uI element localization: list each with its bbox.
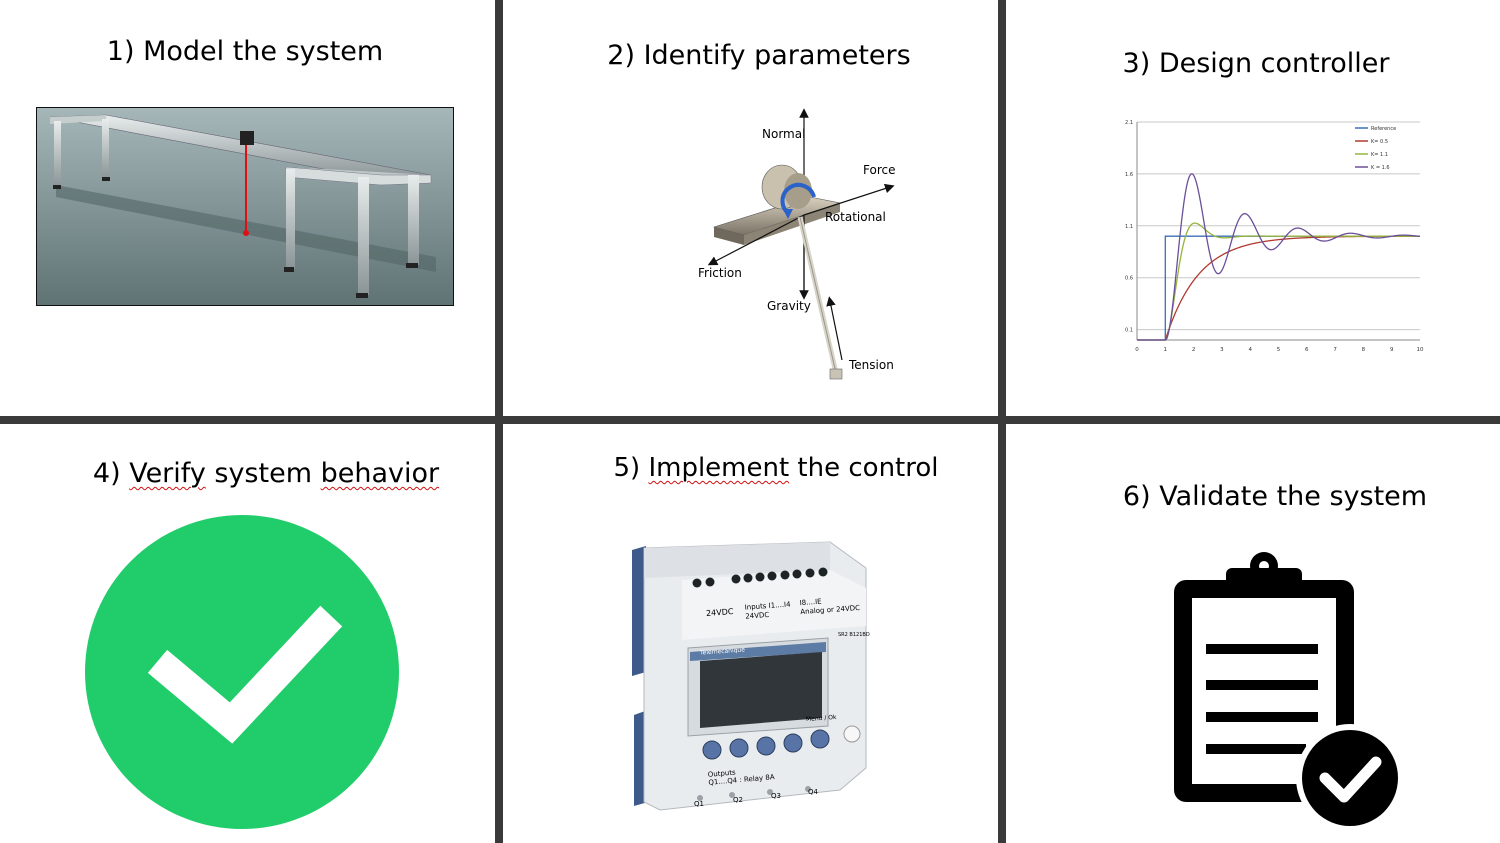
x-tick-label: 2 bbox=[1192, 347, 1196, 353]
legend-label: K= 0.5 bbox=[1371, 139, 1388, 145]
series-line-k-1-1 bbox=[1137, 222, 1420, 341]
plc-output-q4: Q4 bbox=[808, 788, 818, 796]
plc-output-q1: Q1 bbox=[694, 800, 704, 808]
plc-output-q2: Q2 bbox=[733, 796, 743, 804]
panel-title-implement: 5) Implement the control bbox=[614, 453, 939, 483]
friction-arrow bbox=[707, 214, 805, 266]
series-line-k-1-6 bbox=[1137, 173, 1421, 341]
series-line-reference bbox=[1137, 235, 1420, 341]
gantry-frame-image bbox=[35, 106, 455, 307]
plc-device-image bbox=[630, 540, 875, 815]
label-gravity: Gravity bbox=[767, 299, 811, 313]
title-word-verify: Verify bbox=[129, 458, 206, 489]
panel-title-design: 3) Design controller bbox=[1122, 48, 1390, 79]
label-rotational: Rotational bbox=[825, 210, 886, 224]
plc-inputs-label: Inputs I1....I4 24VDC bbox=[744, 600, 791, 621]
title-prefix: 5) bbox=[613, 453, 649, 483]
title-prefix: 4) bbox=[92, 458, 130, 489]
title-word-implement: Implement bbox=[648, 453, 790, 483]
plc-output-q3: Q3 bbox=[771, 792, 781, 800]
panel-title-verify: 4) Verify system behavior bbox=[93, 458, 439, 489]
y-tick-label: 0.6 bbox=[1125, 276, 1133, 282]
tension-arrow bbox=[826, 296, 843, 361]
plc-power-label: 24VDC bbox=[705, 607, 734, 618]
panel-title-model: 1) Model the system bbox=[106, 36, 384, 67]
x-tick-label: 7 bbox=[1333, 347, 1337, 353]
plc-model-label: SR2 B121BD bbox=[838, 632, 870, 638]
check-circle-icon bbox=[85, 515, 399, 829]
x-tick-label: 0 bbox=[1135, 347, 1139, 353]
series-line-k-0-5 bbox=[1137, 235, 1420, 341]
label-force: Force bbox=[863, 163, 896, 177]
legend-label: K= 1.1 bbox=[1371, 152, 1388, 158]
label-normal: Normal bbox=[762, 127, 806, 141]
force-arrow bbox=[803, 183, 895, 216]
divider-horizontal bbox=[0, 416, 1500, 424]
panel-title-identify: 2) Identify parameters bbox=[607, 40, 911, 71]
title-middle: system bbox=[205, 458, 321, 489]
x-tick-label: 1 bbox=[1164, 347, 1168, 353]
y-tick-label: 2.1 bbox=[1125, 120, 1133, 126]
legend-label: Reference bbox=[1371, 126, 1396, 132]
x-tick-label: 3 bbox=[1220, 347, 1224, 353]
panel-title-validate: 6) Validate the system bbox=[1122, 481, 1428, 512]
x-tick-label: 4 bbox=[1248, 347, 1252, 353]
legend-label: K = 1.6 bbox=[1371, 165, 1390, 171]
y-tick-label: 0.1 bbox=[1125, 328, 1133, 334]
x-tick-label: 8 bbox=[1362, 347, 1366, 353]
title-rest: the control bbox=[789, 453, 939, 483]
free-body-diagram bbox=[690, 105, 910, 390]
label-tension: Tension bbox=[849, 358, 894, 372]
x-tick-label: 5 bbox=[1277, 347, 1281, 353]
x-tick-label: 9 bbox=[1390, 347, 1394, 353]
title-word-behavior: behavior bbox=[320, 458, 440, 489]
y-tick-label: 1.1 bbox=[1125, 224, 1133, 230]
x-tick-label: 10 bbox=[1417, 347, 1424, 353]
y-tick-label: 1.6 bbox=[1125, 172, 1133, 178]
step-response-chart: 0.1 0.6 1.1 1.6 2.1 0 1 2 3 4 5 6 7 8 9 10 Reference K= 0… bbox=[1115, 112, 1435, 362]
label-friction: Friction bbox=[698, 266, 742, 280]
clipboard-check-icon bbox=[1170, 550, 1405, 835]
x-tick-label: 6 bbox=[1305, 347, 1309, 353]
